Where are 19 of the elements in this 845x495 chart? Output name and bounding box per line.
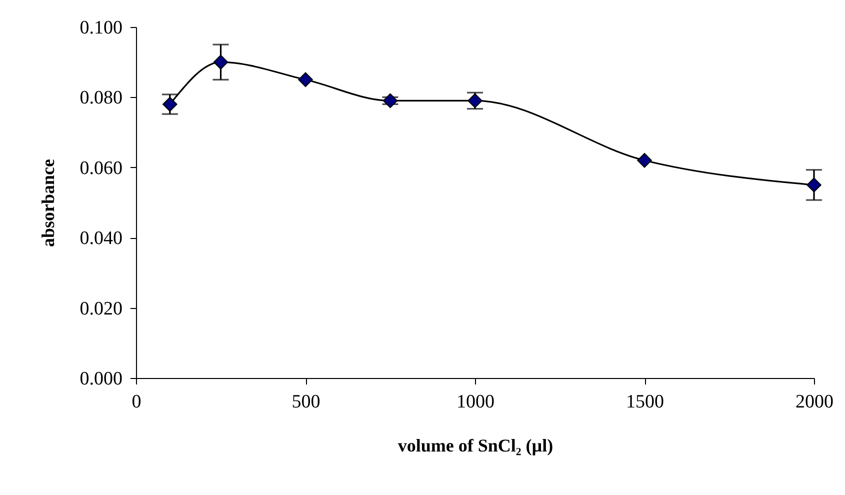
x-tick-label: 1500: [626, 392, 664, 412]
y-tick-label: 0.040: [80, 228, 122, 250]
y-axis-title: absorbance: [38, 158, 58, 248]
y-tick-label: 0.020: [80, 298, 122, 320]
x-tick-label: 500: [292, 392, 320, 412]
x-axis-title: volume of SnCl₂ (µl): [398, 436, 554, 456]
point: [213, 54, 228, 70]
point: [382, 93, 398, 108]
point: [162, 96, 178, 112]
x-tick-label: 2000: [796, 392, 834, 412]
x-tick-label: 1000: [456, 392, 494, 412]
point: [298, 72, 313, 88]
y-tick-label: 0.060: [80, 158, 122, 179]
y-tick-label: 0.080: [80, 88, 122, 109]
point: [637, 152, 652, 168]
point: [806, 178, 822, 192]
y-tick-label: 0.000: [80, 368, 122, 390]
y-tick-label: 0.100: [80, 18, 122, 38]
x-tick-label: 0: [132, 392, 142, 412]
